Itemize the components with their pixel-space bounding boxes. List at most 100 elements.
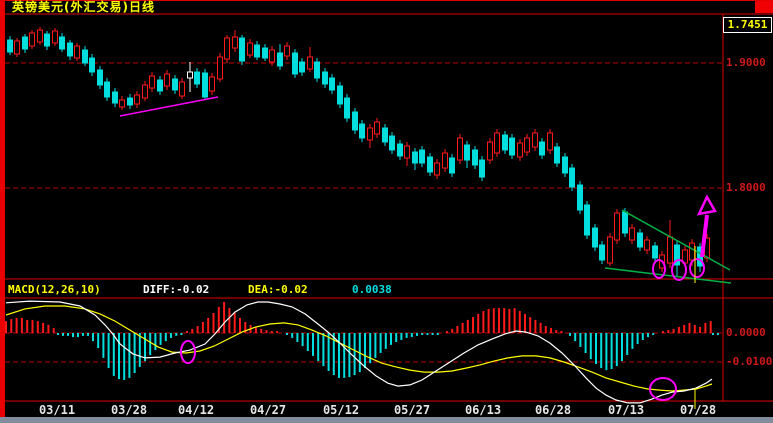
dea-value-label: DEA:-0.02 — [248, 283, 308, 296]
candle-body — [217, 56, 223, 80]
date-label: 06/28 — [534, 403, 572, 417]
candle-body — [322, 71, 328, 85]
candle-body — [157, 79, 163, 92]
candle-body — [262, 47, 268, 59]
candle-body — [367, 127, 373, 141]
candle-body — [134, 94, 140, 105]
candle-body — [562, 156, 568, 174]
candle-body — [487, 141, 493, 161]
candle-body — [502, 134, 508, 151]
candle-body — [554, 146, 560, 164]
candle-body — [629, 227, 635, 241]
candle-body — [104, 81, 110, 98]
window-bottom-border — [0, 417, 773, 423]
dea-line — [5, 305, 713, 392]
up-arrow-shaft — [700, 214, 709, 258]
macd-label-neg: -0.0100 — [726, 355, 773, 368]
candle-body — [209, 76, 215, 92]
candle-body — [74, 45, 80, 59]
candle-body — [344, 97, 350, 119]
candle-body — [607, 236, 613, 264]
diff-line — [5, 300, 713, 404]
date-label: 07/13 — [607, 403, 645, 417]
candle-body — [667, 236, 673, 264]
candle-body — [644, 239, 650, 251]
window-left-border — [0, 0, 5, 417]
candle-body — [202, 72, 208, 98]
candle-body — [67, 42, 73, 57]
candle-body — [599, 244, 605, 261]
candle-body — [22, 36, 28, 50]
candle-body — [284, 45, 290, 57]
date-axis: 03/11 03/28 04/12 04/27 05/12 05/27 06/13 06/28… — [0, 403, 773, 418]
candle-body — [52, 30, 58, 44]
macd-params-label: MACD(12,26,10) — [8, 283, 101, 296]
candle-body — [337, 85, 343, 105]
candle-body — [127, 97, 133, 106]
candle-body — [329, 77, 335, 91]
date-label: 05/12 — [322, 403, 360, 417]
candle-body — [119, 99, 125, 108]
macd-bar-value-label: 0.0038 — [352, 283, 392, 296]
candle-body — [524, 137, 530, 153]
candle-body — [97, 69, 103, 86]
candle-body — [59, 36, 65, 50]
candle-body — [494, 132, 500, 154]
candle-body — [247, 42, 253, 56]
candle-body — [172, 78, 178, 91]
candle-body — [359, 123, 365, 139]
window-top-border — [0, 0, 773, 1]
candlestick-series — [7, 27, 710, 277]
candle-body — [89, 57, 95, 73]
candle-body — [427, 156, 433, 173]
candle-body — [7, 39, 13, 53]
close-button[interactable] — [755, 1, 773, 13]
candle-body — [397, 143, 403, 157]
latest-price-box: 1.7451 — [723, 17, 772, 33]
candle-body — [457, 137, 463, 161]
candle-body — [412, 151, 418, 164]
candle-body — [509, 137, 515, 156]
candle-body — [614, 212, 620, 241]
candle-body — [577, 184, 583, 211]
highlight-ellipse — [652, 259, 666, 279]
candle-body — [232, 36, 238, 49]
candle-body — [689, 242, 695, 261]
candle-body — [239, 37, 245, 62]
candle-body — [142, 84, 148, 99]
candle-body — [434, 162, 440, 176]
candle-body — [254, 44, 260, 58]
date-label: 06/13 — [464, 403, 502, 417]
candle-body — [179, 81, 185, 97]
candle-body — [517, 142, 523, 158]
candle-body — [307, 56, 313, 70]
candle-body — [374, 121, 380, 135]
candle-body — [224, 37, 230, 60]
trendline — [604, 267, 732, 284]
candle-body — [674, 244, 680, 266]
date-label: 03/11 — [38, 403, 76, 417]
candle-body — [449, 157, 455, 174]
trendline — [119, 96, 219, 117]
date-label: 05/27 — [393, 403, 431, 417]
candle-body — [539, 141, 545, 156]
candle-body — [187, 71, 193, 79]
candle-body — [622, 211, 628, 234]
date-label: 07/28 — [679, 403, 717, 417]
candle-body — [14, 40, 20, 55]
candle-body — [592, 227, 598, 248]
trendline — [621, 209, 731, 271]
candle-body — [194, 71, 200, 85]
candle-body — [637, 232, 643, 248]
candle-body — [44, 33, 50, 47]
diff-value-label: DIFF:-0.02 — [143, 283, 210, 296]
candle-body — [419, 149, 425, 164]
candle-body — [112, 91, 118, 104]
candle-body — [652, 245, 658, 259]
chart-title: 英镑美元(外汇交易)日线 — [12, 0, 155, 14]
highlight-ellipse — [180, 340, 196, 364]
highlight-ellipse — [671, 259, 687, 281]
candle-body — [164, 73, 170, 87]
candle-body — [404, 145, 410, 159]
